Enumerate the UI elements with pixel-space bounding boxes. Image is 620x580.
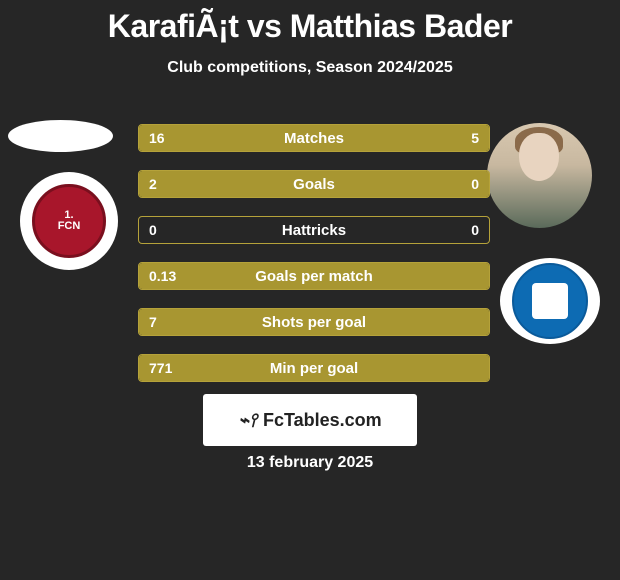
stat-value-right: 5 (471, 130, 479, 146)
stat-label: Min per goal (139, 360, 489, 377)
player-left-avatar (8, 120, 113, 152)
stat-row: 771 Min per goal (138, 354, 490, 382)
stat-label: Shots per goal (139, 314, 489, 331)
stat-row: 0 Hattricks 0 (138, 216, 490, 244)
stat-value-right: 0 (471, 222, 479, 238)
page-title: KarafiÃ¡t vs Matthias Bader (0, 0, 620, 45)
branding-text: FcTables.com (263, 410, 382, 431)
stat-row: 2 Goals 0 (138, 170, 490, 198)
stats-container: 16 Matches 5 2 Goals 0 0 Hattricks 0 0.1… (138, 124, 490, 400)
subtitle: Club competitions, Season 2024/2025 (0, 59, 620, 77)
stat-label: Goals (139, 176, 489, 193)
stat-label: Hattricks (139, 222, 489, 239)
stat-value-right: 0 (471, 176, 479, 192)
stat-row: 0.13 Goals per match (138, 262, 490, 290)
club-right-badge-inner (512, 263, 588, 339)
stat-row: 7 Shots per goal (138, 308, 490, 336)
player-right-avatar (487, 123, 592, 228)
chart-icon: ⌁⫯ (238, 410, 257, 431)
club-left-badge-inner: 1.FCN (32, 184, 106, 258)
stat-row: 16 Matches 5 (138, 124, 490, 152)
stat-label: Goals per match (139, 268, 489, 285)
date-label: 13 february 2025 (0, 454, 620, 472)
club-left-badge: 1.FCN (20, 172, 118, 270)
branding-badge[interactable]: ⌁⫯ FcTables.com (203, 394, 417, 446)
club-right-badge (500, 258, 600, 344)
stat-label: Matches (139, 130, 489, 147)
